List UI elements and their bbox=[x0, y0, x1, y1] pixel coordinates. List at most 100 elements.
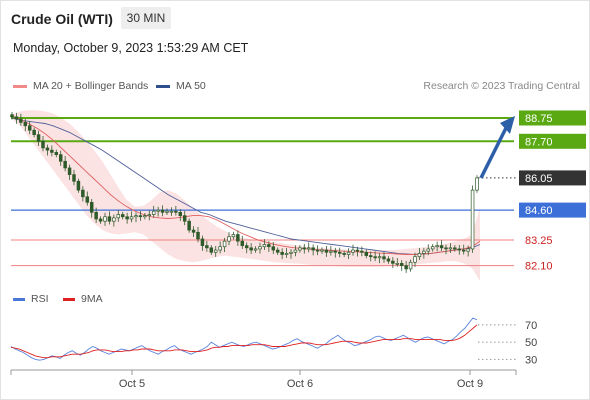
candle-body bbox=[422, 250, 426, 254]
candle-body bbox=[227, 236, 231, 242]
legend-9ma-label: 9MA bbox=[81, 293, 103, 305]
candle-body bbox=[289, 251, 293, 254]
ma20-line bbox=[11, 115, 481, 255]
instrument-title: Crude Oil (WTI) bbox=[11, 11, 113, 27]
candle-body bbox=[461, 249, 466, 252]
candle-body bbox=[377, 256, 382, 259]
candle-body bbox=[32, 129, 36, 135]
candle-body bbox=[413, 256, 417, 263]
candle-body bbox=[107, 216, 112, 222]
candle-body bbox=[165, 210, 169, 213]
candle-body bbox=[151, 210, 156, 215]
candle-body bbox=[249, 247, 253, 251]
legend-ma20-label: MA 20 + Bollinger Bands bbox=[33, 80, 149, 92]
candle-body bbox=[267, 244, 271, 248]
candle-body bbox=[311, 247, 315, 251]
candle-body bbox=[209, 247, 214, 253]
candle-body bbox=[351, 249, 355, 253]
candle-body bbox=[395, 263, 400, 265]
candle-body bbox=[231, 234, 236, 238]
level-label-88.75: 88.75 bbox=[525, 113, 553, 125]
candle-body bbox=[129, 216, 134, 220]
candle-body bbox=[448, 247, 453, 250]
candle-body bbox=[187, 220, 191, 231]
candle-body bbox=[58, 154, 63, 162]
candle-body bbox=[112, 217, 116, 222]
candle-body bbox=[76, 180, 81, 191]
candle-body bbox=[408, 261, 413, 270]
candle-body bbox=[382, 256, 386, 260]
candle-body bbox=[262, 244, 267, 248]
candle-body bbox=[466, 248, 470, 252]
candle-body bbox=[94, 211, 98, 220]
candle-body bbox=[14, 116, 19, 120]
candle-body bbox=[337, 251, 342, 254]
level-label-87.70: 87.70 bbox=[525, 136, 553, 148]
candle-body bbox=[435, 245, 439, 248]
candle-body bbox=[19, 118, 23, 123]
candle-body bbox=[364, 251, 369, 256]
candle-body bbox=[10, 114, 14, 118]
candle-body bbox=[417, 253, 422, 258]
legend-ma50: MA 50 bbox=[156, 80, 206, 92]
level-box-87.70 bbox=[519, 133, 586, 149]
level-box-84.60 bbox=[519, 202, 586, 218]
candle-body bbox=[355, 249, 360, 252]
candle-body bbox=[426, 248, 431, 252]
candle-body bbox=[85, 196, 90, 203]
candle-body bbox=[236, 234, 240, 242]
legend-rsi-label: RSI bbox=[31, 293, 49, 305]
level-label-84.60: 84.60 bbox=[525, 205, 553, 217]
candle-body bbox=[196, 231, 200, 240]
candle-body bbox=[50, 149, 54, 153]
candle-body bbox=[391, 260, 395, 264]
candle-body bbox=[134, 215, 138, 218]
candle-body bbox=[453, 247, 457, 250]
chart-datetime: Monday, October 9, 2023 1:53:29 AM CET bbox=[13, 41, 249, 55]
ma50-line bbox=[11, 117, 481, 255]
candle-body bbox=[346, 251, 351, 255]
candle-body bbox=[81, 189, 85, 198]
candle-body bbox=[253, 248, 258, 251]
candle-body bbox=[280, 251, 284, 255]
candle-body bbox=[169, 210, 174, 213]
candle-body bbox=[293, 249, 298, 253]
candle-body bbox=[63, 160, 67, 169]
candle-body bbox=[324, 249, 329, 253]
candle-body bbox=[45, 147, 50, 151]
candle-body bbox=[120, 214, 125, 218]
timeframe-badge[interactable]: 30 MIN bbox=[121, 7, 171, 29]
candle-body bbox=[430, 246, 435, 250]
rsi-swatch-icon bbox=[13, 297, 25, 301]
candle-body bbox=[475, 177, 479, 191]
candle-body bbox=[368, 255, 373, 258]
candle-body bbox=[67, 167, 72, 175]
candle-body bbox=[439, 245, 444, 249]
candle-body bbox=[244, 245, 249, 249]
x-tick-label: Oct 5 bbox=[119, 378, 145, 390]
candle-body bbox=[306, 247, 311, 250]
candle-body bbox=[41, 140, 45, 149]
candle-body bbox=[72, 174, 76, 182]
candle-body bbox=[89, 201, 94, 213]
candle-body bbox=[457, 248, 462, 251]
legend-rsi: RSI bbox=[13, 293, 49, 305]
candle-body bbox=[147, 214, 152, 216]
legend-ma50-label: MA 50 bbox=[176, 80, 206, 92]
candle-body bbox=[302, 247, 307, 250]
candle-body bbox=[342, 253, 346, 255]
level-box-88.75 bbox=[519, 110, 586, 126]
candle-body bbox=[222, 240, 227, 248]
candle-body bbox=[284, 253, 289, 255]
candle-body bbox=[143, 215, 147, 218]
candle-body bbox=[320, 249, 324, 252]
candle-body bbox=[240, 240, 245, 246]
x-tick-label: Oct 6 bbox=[287, 378, 313, 390]
candles-group bbox=[10, 111, 479, 273]
candle-body bbox=[444, 247, 448, 250]
ma50-swatch-icon bbox=[156, 84, 170, 88]
rsi-line bbox=[10, 317, 478, 361]
candle-body bbox=[27, 125, 32, 131]
legend-9ma: 9MA bbox=[63, 293, 103, 305]
candle-body bbox=[160, 209, 165, 213]
